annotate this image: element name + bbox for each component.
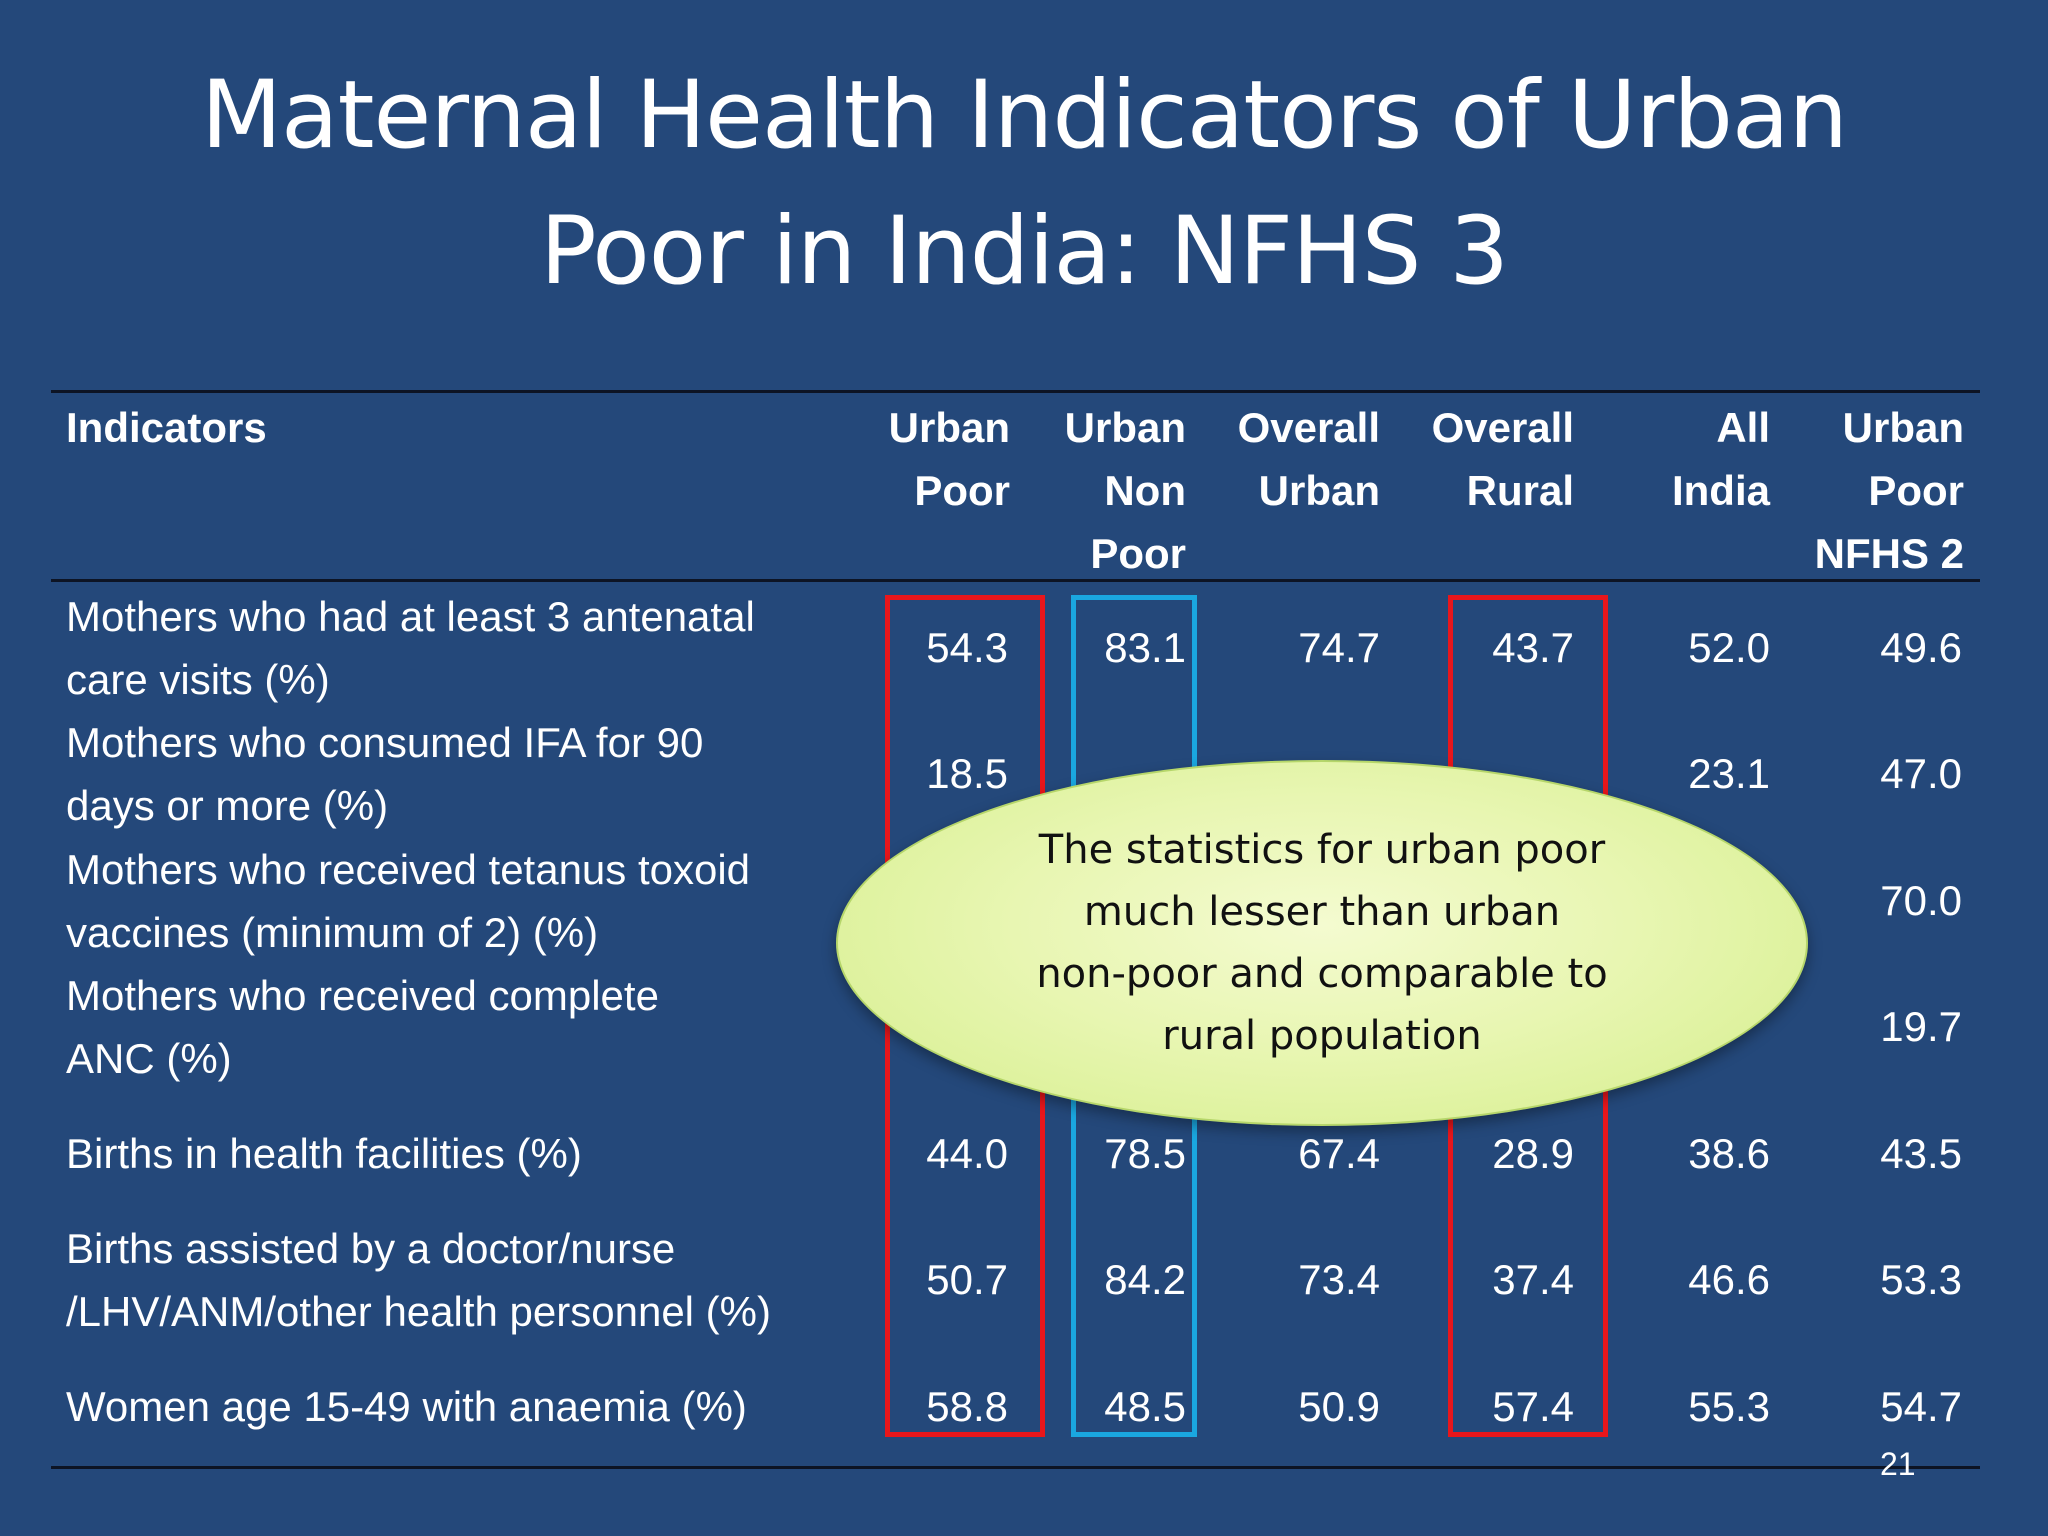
table-cell: 23.1 (1688, 750, 1770, 797)
row-label-line: Mothers who received complete (66, 972, 659, 1019)
slide-title-line-2: Poor in India: NFHS 3 (539, 197, 1509, 306)
table-cell: 78.5 (1104, 1130, 1186, 1177)
callout-line: much lesser than urban (1083, 889, 1561, 935)
table-cell: 43.5 (1880, 1130, 1962, 1177)
header-overall-urban: Overall Urban (1196, 396, 1380, 522)
table-cell: 74.7 (1298, 624, 1380, 671)
slide-title-line-1: Maternal Health Indicators of Urban (200, 61, 1848, 170)
callout-bubble: The statistics for urban poor much lesse… (836, 760, 1808, 1126)
header-urban-non-poor-line-2: Non (1104, 467, 1186, 514)
table-cell: 57.4 (1492, 1383, 1574, 1430)
row-label-line: Mothers who received tetanus toxoid (66, 846, 751, 893)
table-top-rule (51, 390, 1980, 393)
table-cell: 18.5 (926, 750, 1008, 797)
slide-title: Maternal Health Indicators of Urban Poor… (0, 48, 2048, 320)
header-indicators-label: Indicators (66, 404, 267, 451)
table-cell: 46.6 (1688, 1256, 1770, 1303)
table-cell: 19.7 (1880, 1003, 1962, 1050)
row-label-line: vaccines (minimum of 2) (%) (66, 909, 599, 956)
table-cell: 55.3 (1688, 1383, 1770, 1430)
table-cell: 38.6 (1688, 1130, 1770, 1177)
table-cell: 50.9 (1298, 1383, 1380, 1430)
callout-line: The statistics for urban poor (1038, 827, 1606, 873)
header-overall-rural-line-2: Rural (1466, 467, 1574, 514)
table-cell: 54.3 (926, 624, 1008, 671)
row-label-line: Births assisted by a doctor/nurse (66, 1225, 676, 1272)
table-cell: 54.7 (1880, 1383, 1962, 1430)
row-label-line: Women age 15-49 with anaemia (%) (66, 1383, 747, 1430)
callout-line: rural population (1162, 1013, 1482, 1059)
table-cell: 58.8 (926, 1383, 1008, 1430)
row-label-line: care visits (%) (66, 656, 330, 703)
row-label-line: Mothers who had at least 3 antenatal (66, 593, 755, 640)
row-label-anaemia: Women age 15-49 with anaemia (%) (66, 1375, 856, 1438)
header-overall-rural: Overall Rural (1390, 396, 1574, 522)
table-header-rule (51, 579, 1980, 582)
row-label-line: ANC (%) (66, 1035, 232, 1082)
callout-line: non-poor and comparable to (1036, 951, 1608, 997)
row-label-line: /LHV/ANM/other health personnel (%) (66, 1288, 771, 1335)
table-cell: 70.0 (1880, 877, 1962, 924)
row-label-complete-anc: Mothers who received complete ANC (%) (66, 964, 856, 1090)
table-cell: 53.3 (1880, 1256, 1962, 1303)
table-cell: 50.7 (926, 1256, 1008, 1303)
table-cell: 49.6 (1880, 624, 1962, 671)
table-cell: 43.7 (1492, 624, 1574, 671)
row-label-births-assisted: Births assisted by a doctor/nurse /LHV/A… (66, 1217, 856, 1343)
header-overall-rural-line-1: Overall (1431, 404, 1574, 451)
table-cell: 28.9 (1492, 1130, 1574, 1177)
row-label-line: Mothers who consumed IFA for 90 (66, 719, 704, 766)
table-cell: 83.1 (1104, 624, 1186, 671)
table-bottom-rule (51, 1466, 1980, 1469)
header-urban-poor-line-2: Poor (914, 467, 1010, 514)
header-all-india-line-1: All (1716, 404, 1770, 451)
page-number: 21 (1880, 1446, 1916, 1482)
row-label-line: days or more (%) (66, 782, 389, 829)
header-urban-poor-nfhs2-line-1: Urban (1842, 404, 1964, 451)
header-urban-non-poor: Urban Non Poor (1000, 396, 1186, 585)
header-urban-poor-nfhs2-line-2: Poor (1868, 467, 1964, 514)
table-cell: 52.0 (1688, 624, 1770, 671)
header-all-india-line-2: India (1671, 467, 1770, 514)
row-label-health-facilities: Births in health facilities (%) (66, 1122, 856, 1185)
table-cell: 48.5 (1104, 1383, 1186, 1430)
header-indicators: Indicators (66, 396, 267, 459)
header-urban-poor-nfhs2: Urban Poor NFHS 2 (1760, 396, 1964, 585)
header-urban-poor: Urban Poor (820, 396, 1010, 522)
table-cell: 67.4 (1298, 1130, 1380, 1177)
table-cell: 44.0 (926, 1130, 1008, 1177)
table-cell: 84.2 (1104, 1256, 1186, 1303)
header-urban-poor-nfhs2-line-3: NFHS 2 (1814, 530, 1964, 577)
callout-text: The statistics for urban poor much lesse… (962, 819, 1682, 1067)
header-urban-non-poor-line-3: Poor (1090, 530, 1186, 577)
header-all-india: All India (1580, 396, 1770, 522)
header-urban-poor-line-1: Urban (888, 404, 1010, 451)
table-cell: 47.0 (1880, 750, 1962, 797)
row-label-ifa: Mothers who consumed IFA for 90 days or … (66, 711, 856, 837)
header-overall-urban-line-2: Urban (1258, 467, 1380, 514)
row-label-tetanus: Mothers who received tetanus toxoid vacc… (66, 838, 856, 964)
table-cell: 73.4 (1298, 1256, 1380, 1303)
header-urban-non-poor-line-1: Urban (1064, 404, 1186, 451)
row-label-line: Births in health facilities (%) (66, 1130, 582, 1177)
table-cell: 37.4 (1492, 1256, 1574, 1303)
row-label-antenatal-visits: Mothers who had at least 3 antenatal car… (66, 585, 856, 711)
header-overall-urban-line-1: Overall (1237, 404, 1380, 451)
